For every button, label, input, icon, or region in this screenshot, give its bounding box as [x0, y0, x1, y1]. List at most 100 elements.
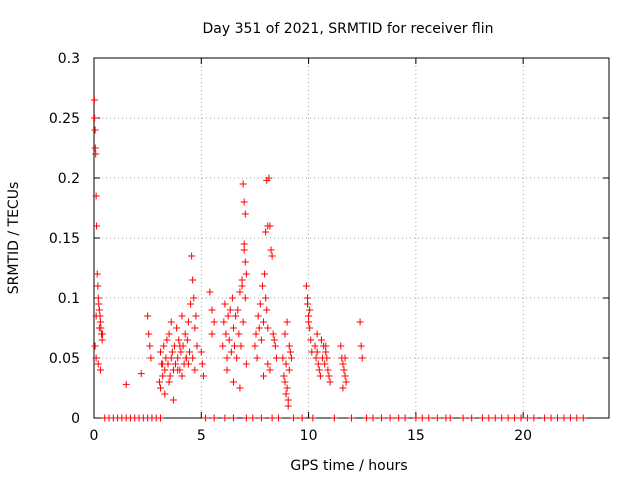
- data-point-0-39: [165, 330, 173, 338]
- data-point-0-140: [263, 176, 271, 184]
- data-point-0-21: [92, 312, 100, 320]
- chart-title: Day 351 of 2021, SRMTID for receiver fli…: [203, 21, 494, 37]
- x-tick-label-4: 20: [514, 428, 532, 444]
- data-point-0-71: [189, 276, 197, 284]
- data-point-0-64: [178, 372, 186, 380]
- data-point-0-68: [176, 342, 184, 350]
- data-point-0-237: [446, 414, 454, 422]
- data-point-0-100: [234, 306, 242, 314]
- x-axis-label: GPS time / hours: [290, 458, 407, 474]
- data-point-0-27: [145, 330, 153, 338]
- data-point-0-217: [249, 414, 257, 422]
- data-point-0-90: [223, 354, 231, 362]
- data-point-0-29: [147, 354, 155, 362]
- data-point-0-138: [271, 342, 279, 350]
- data-point-0-50: [177, 348, 185, 356]
- x-tick-label-2: 10: [300, 428, 318, 444]
- data-point-0-108: [242, 270, 250, 278]
- data-point-0-162: [305, 312, 313, 320]
- data-point-0-251: [554, 414, 561, 422]
- data-point-0-179: [322, 348, 330, 356]
- data-point-0-180: [323, 354, 331, 362]
- data-point-0-1: [91, 114, 99, 122]
- y-tick-label-0: 0: [71, 411, 80, 427]
- data-point-0-249: [541, 414, 549, 422]
- data-point-0-221: [290, 414, 298, 422]
- data-point-0-136: [269, 330, 277, 338]
- y-tick-label-4: 0.2: [58, 171, 80, 187]
- data-point-0-211: [157, 414, 165, 422]
- data-point-0-169: [311, 342, 319, 350]
- data-point-0-23: [99, 330, 107, 338]
- data-point-0-123: [255, 324, 263, 332]
- data-point-0-78: [191, 366, 199, 374]
- data-point-0-122: [254, 312, 262, 320]
- data-point-0-26: [144, 312, 152, 320]
- data-point-0-244: [504, 414, 512, 422]
- data-point-0-92: [225, 336, 233, 344]
- data-point-0-115: [223, 366, 231, 374]
- data-point-0-116: [229, 378, 237, 386]
- data-point-0-245: [511, 414, 519, 422]
- data-point-0-157: [285, 342, 293, 350]
- data-point-0-46: [173, 324, 181, 332]
- data-point-0-228: [378, 414, 386, 422]
- data-point-0-171: [313, 348, 321, 356]
- data-point-0-137: [270, 336, 278, 344]
- data-point-0-145: [266, 366, 274, 374]
- data-point-0-66: [159, 360, 167, 368]
- data-point-0-33: [159, 372, 167, 380]
- data-point-0-87: [220, 318, 228, 326]
- data-point-0-13: [96, 318, 104, 326]
- data-point-0-242: [491, 414, 499, 422]
- data-point-0-148: [281, 378, 289, 386]
- grid-lines: [94, 58, 609, 418]
- data-point-0-194: [341, 354, 349, 362]
- data-point-0-127: [260, 318, 268, 326]
- data-point-0-34: [160, 342, 168, 350]
- data-point-0-218: [257, 414, 265, 422]
- data-point-0-166: [304, 294, 312, 302]
- data-point-0-91: [224, 312, 232, 320]
- data-point-0-61: [165, 378, 173, 386]
- data-point-0-182: [325, 372, 333, 380]
- data-point-0-88: [221, 300, 229, 308]
- data-point-0-101: [235, 330, 243, 338]
- data-point-0-160: [302, 282, 310, 290]
- data-point-0-212: [202, 414, 210, 422]
- data-point-0-219: [268, 414, 276, 422]
- data-point-0-70: [188, 252, 196, 260]
- data-point-0-16: [98, 336, 106, 344]
- data-point-0-224: [330, 414, 338, 422]
- data-point-0-223: [309, 414, 317, 422]
- data-point-0-84: [210, 318, 218, 326]
- data-point-0-35: [161, 366, 169, 374]
- data-point-0-156: [283, 318, 291, 326]
- data-point-0-159: [284, 402, 292, 410]
- data-point-0-131: [264, 324, 272, 332]
- data-point-0-110: [241, 210, 249, 218]
- data-point-0-238: [459, 414, 467, 422]
- data-point-0-196: [357, 342, 365, 350]
- data-point-0-134: [267, 246, 275, 254]
- data-point-0-150: [283, 384, 291, 392]
- data-point-0-118: [242, 360, 250, 368]
- data-point-0-117: [236, 384, 244, 392]
- data-point-0-2: [91, 126, 99, 134]
- data-point-0-153: [286, 348, 294, 356]
- data-point-0-149: [282, 360, 290, 368]
- data-point-0-54: [181, 330, 189, 338]
- data-point-0-18: [92, 354, 100, 362]
- data-point-0-189: [339, 360, 347, 368]
- y-tick-label-1: 0.05: [49, 351, 80, 367]
- data-point-0-76: [187, 300, 195, 308]
- data-point-0-105: [239, 318, 247, 326]
- data-point-0-243: [498, 414, 506, 422]
- data-point-0-63: [174, 366, 182, 374]
- data-point-0-168: [305, 318, 313, 326]
- y-axis-label: SRMTID / TECUs: [6, 182, 22, 295]
- data-point-0-247: [523, 414, 531, 422]
- data-point-0-197: [358, 354, 366, 362]
- data-point-0-4: [92, 150, 100, 158]
